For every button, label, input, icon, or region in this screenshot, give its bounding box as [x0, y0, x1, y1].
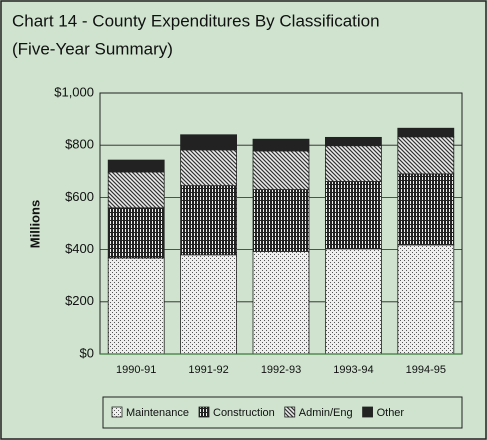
legend-label: Admin/Eng	[299, 407, 353, 419]
bar-segment	[107, 257, 165, 355]
bar-segment	[180, 185, 238, 256]
y-tick-label: $800	[65, 137, 94, 152]
bar-segment	[324, 145, 382, 182]
chart-title: Chart 14 - County Expenditures By Classi…	[12, 11, 380, 30]
bar-segment	[397, 136, 455, 175]
y-tick-label: $200	[65, 293, 94, 308]
bar-segment	[324, 136, 382, 147]
y-axis-label: Millions	[27, 200, 42, 248]
legend-swatch	[198, 406, 210, 418]
bar-segment	[324, 248, 382, 355]
bar-segment	[252, 150, 310, 190]
y-tick-label: $400	[65, 241, 94, 256]
x-tick-label: 1990-91	[116, 364, 156, 376]
bar-segment	[180, 134, 238, 151]
bar-segment	[397, 173, 455, 246]
legend-swatch	[111, 406, 123, 418]
y-tick-label: $600	[65, 189, 94, 204]
legend-label: Construction	[213, 407, 275, 419]
legend	[102, 396, 463, 429]
chart-subtitle: (Five-Year Summary)	[12, 39, 173, 58]
bar-segment	[180, 149, 238, 187]
bar-segment	[252, 251, 310, 355]
bar-segment	[107, 207, 165, 259]
legend-label: Other	[377, 407, 405, 419]
legend-swatch	[362, 406, 373, 418]
x-tick-label: 1991-92	[188, 364, 228, 376]
bar-segment	[397, 127, 455, 138]
bar-segment	[252, 189, 310, 252]
y-tick-label: $1,000	[54, 84, 94, 99]
bar-segment	[180, 254, 238, 355]
x-tick-label: 1992-93	[261, 364, 301, 376]
x-tick-label: 1993-94	[333, 364, 373, 376]
x-tick-label: 1994-95	[406, 364, 446, 376]
legend-swatch	[284, 406, 296, 418]
legend-label: Maintenance	[126, 407, 189, 419]
y-tick-label: $0	[80, 345, 94, 360]
bar-segment	[397, 244, 455, 355]
bar-segment	[324, 181, 382, 250]
bar-segment	[252, 138, 310, 152]
bar-segment	[107, 159, 165, 173]
bar-segment	[107, 171, 165, 209]
